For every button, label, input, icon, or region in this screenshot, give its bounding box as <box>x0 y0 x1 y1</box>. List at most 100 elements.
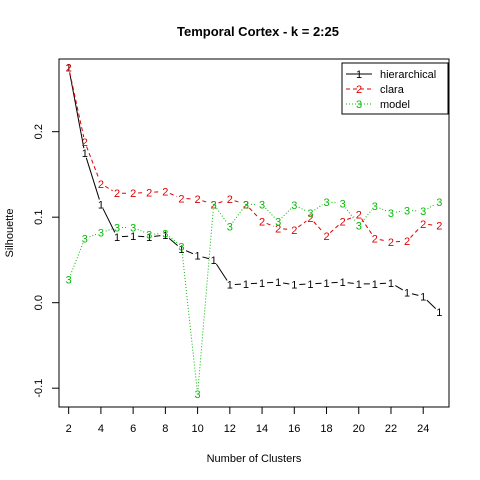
series-segment-clara <box>361 218 373 235</box>
data-point-model: 3 <box>178 241 184 253</box>
data-point-model: 3 <box>275 216 281 228</box>
data-point-hierarchical: 1 <box>98 199 104 211</box>
data-point-clara: 2 <box>82 137 88 149</box>
data-point-hierarchical: 1 <box>259 278 265 290</box>
x-tick-label: 22 <box>385 423 397 435</box>
data-point-hierarchical: 1 <box>388 278 394 290</box>
data-point-hierarchical: 1 <box>307 279 313 291</box>
data-point-hierarchical: 1 <box>404 287 410 299</box>
data-point-clara: 2 <box>211 199 217 211</box>
chart-title: Temporal Cortex - k = 2:25 <box>177 24 339 39</box>
series-segment-hierarchical <box>411 293 419 296</box>
data-point-hierarchical: 1 <box>291 280 297 292</box>
series-segment-model <box>89 233 97 238</box>
series-segment-model <box>395 210 403 213</box>
y-axis-label: Silhouette <box>4 209 16 258</box>
data-point-hierarchical: 1 <box>130 231 136 243</box>
series-segment-clara <box>202 200 210 204</box>
data-point-clara: 2 <box>404 236 410 248</box>
data-point-hierarchical: 1 <box>356 279 362 291</box>
data-point-clara: 2 <box>98 179 104 191</box>
series-segment-model <box>137 228 145 233</box>
data-point-hierarchical: 1 <box>162 230 168 242</box>
series-segment-model <box>281 208 292 219</box>
data-point-model: 3 <box>307 208 313 220</box>
legend: 1 hierarchical 2 clara 3 model <box>341 62 449 115</box>
data-point-hierarchical: 1 <box>195 251 201 263</box>
data-point-clara: 2 <box>162 187 168 199</box>
data-point-model: 3 <box>146 229 152 241</box>
data-point-model: 3 <box>436 197 442 209</box>
y-tick-label: -0.1 <box>33 379 45 398</box>
data-point-clara: 2 <box>291 225 297 237</box>
data-point-hierarchical: 1 <box>114 232 120 244</box>
series-segment-hierarchical <box>347 282 354 284</box>
series-segment-clara <box>410 227 421 238</box>
data-point-model: 3 <box>372 201 378 213</box>
data-point-model: 3 <box>388 208 394 220</box>
legend-label-model: model <box>380 99 410 111</box>
series-segment-model <box>105 228 113 232</box>
data-point-hierarchical: 1 <box>323 278 329 290</box>
data-point-model: 3 <box>211 199 217 211</box>
series-segment-clara <box>283 228 290 230</box>
data-point-model: 3 <box>114 222 120 234</box>
data-point-model: 3 <box>98 228 104 240</box>
data-point-hierarchical: 1 <box>243 279 249 291</box>
series-segment-clara <box>249 207 259 219</box>
data-point-clara: 2 <box>436 221 442 233</box>
series-segment-clara <box>428 224 435 226</box>
data-point-clara: 2 <box>340 216 346 228</box>
data-point-clara: 2 <box>372 234 378 246</box>
data-point-model: 3 <box>227 222 233 234</box>
series-segment-model <box>265 207 276 219</box>
data-point-model: 3 <box>195 389 201 401</box>
data-point-clara: 2 <box>130 188 136 200</box>
series-segment-clara <box>266 222 274 227</box>
data-point-model: 3 <box>82 234 88 246</box>
series-segment-hierarchical <box>102 208 116 233</box>
y-axis: -0.1 0.0 0.1 0.2 <box>33 124 60 398</box>
data-point-model: 3 <box>404 205 410 217</box>
series-segment-hierarchical <box>185 250 194 255</box>
x-tick-label: 2 <box>66 423 72 435</box>
series-segment-hierarchical <box>69 72 85 149</box>
data-point-clara: 2 <box>243 199 249 211</box>
data-point-model: 3 <box>243 199 249 211</box>
y-tick-label: 0.1 <box>33 210 45 225</box>
x-axis: 2 4 6 8 10 12 14 16 18 20 22 24 <box>66 406 429 435</box>
data-point-clara: 2 <box>420 219 426 231</box>
series-segment-model <box>379 207 387 212</box>
series-segment-model <box>331 201 338 204</box>
series-segment-clara <box>86 146 100 180</box>
legend-item-model: 3 model <box>346 99 410 111</box>
data-point-model: 3 <box>420 206 426 218</box>
series-segment-model <box>197 209 214 390</box>
data-point-clara: 2 <box>388 237 394 249</box>
data-point-clara: 2 <box>307 213 313 225</box>
data-point-model: 3 <box>162 228 168 240</box>
data-point-clara: 2 <box>259 216 265 228</box>
data-point-model: 3 <box>340 199 346 211</box>
x-tick-label: 6 <box>130 423 136 435</box>
x-tick-label: 20 <box>353 423 365 435</box>
legend-item-clara: 2 clara <box>346 84 405 96</box>
legend-item-hierarchical: 1 hierarchical <box>346 69 436 81</box>
data-point-model: 3 <box>323 197 329 209</box>
data-point-hierarchical: 1 <box>436 307 442 319</box>
data-point-clara: 2 <box>275 223 281 235</box>
data-point-hierarchical: 1 <box>372 279 378 291</box>
legend-box <box>341 62 449 115</box>
series-segment-hierarchical <box>168 237 178 246</box>
data-point-hierarchical: 1 <box>420 292 426 304</box>
legend-symbol-hierarchical: 1 <box>356 69 362 81</box>
x-tick-label: 8 <box>162 423 168 435</box>
series-segment-clara <box>379 239 387 242</box>
series-segment-clara <box>347 216 355 220</box>
x-tick-label: 14 <box>256 423 268 435</box>
data-point-clara: 2 <box>114 188 120 200</box>
series-segment-hierarchical <box>395 285 404 291</box>
